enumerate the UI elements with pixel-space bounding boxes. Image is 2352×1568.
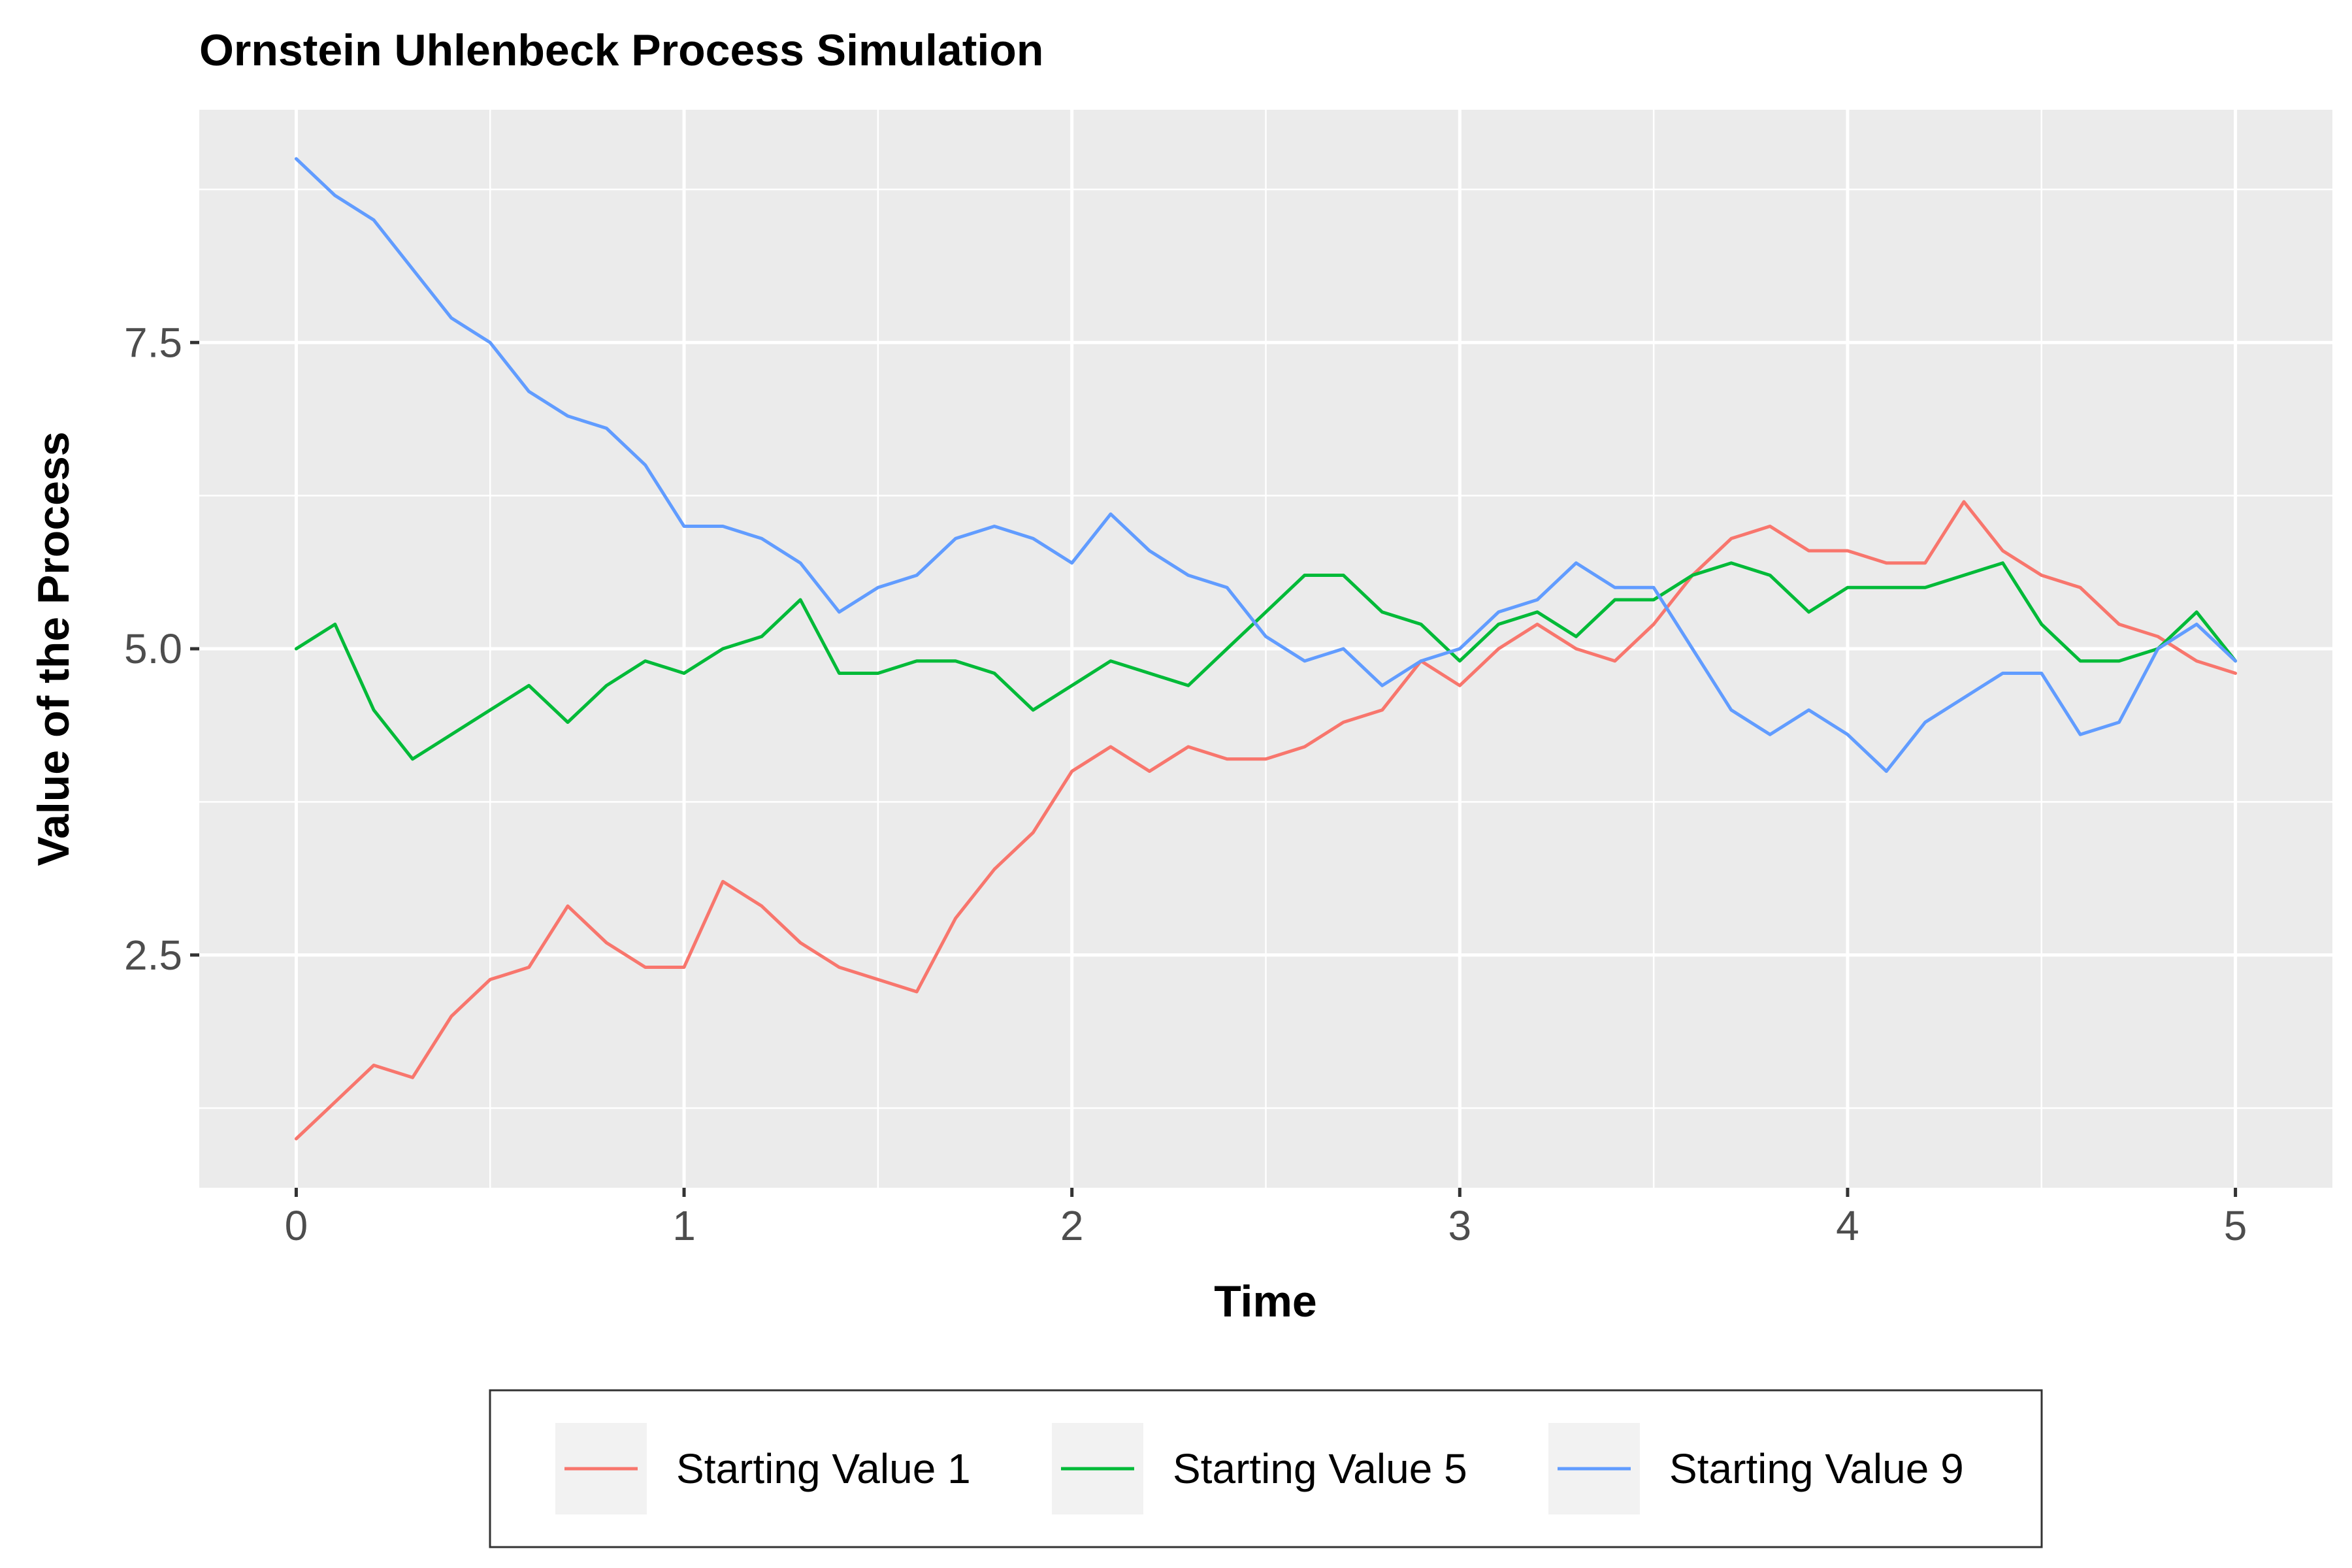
chart-title: Ornstein Uhlenbeck Process Simulation bbox=[199, 25, 1043, 75]
legend-box bbox=[489, 1389, 2043, 1548]
series-line-3 bbox=[294, 157, 2238, 773]
x-tick-label: 1 bbox=[672, 1202, 696, 1249]
axis-ticks bbox=[190, 340, 2238, 1197]
y-tick-label: 5.0 bbox=[124, 625, 182, 672]
x-tick-label: 5 bbox=[2224, 1202, 2247, 1249]
y-tick-label: 7.5 bbox=[124, 319, 182, 366]
legend: Starting Value 1 Starting Value 5 Starting… bbox=[489, 1389, 2043, 1548]
x-tick-label: 0 bbox=[285, 1202, 308, 1249]
x-tick-label: 4 bbox=[1836, 1202, 1859, 1249]
x-tick-label: 2 bbox=[1060, 1202, 1084, 1249]
y-tick-label: 2.5 bbox=[124, 932, 182, 979]
series-line-2 bbox=[294, 561, 2238, 761]
series-lines bbox=[294, 157, 2238, 1141]
legend-label-1: Starting Value 1 bbox=[676, 1445, 971, 1492]
x-axis-title: Time bbox=[1214, 1277, 1316, 1326]
x-tick-label: 3 bbox=[1448, 1202, 1472, 1249]
series-line-1 bbox=[294, 500, 2238, 1141]
y-axis-title: Value of the Process bbox=[29, 431, 78, 866]
legend-label-3: Starting Value 9 bbox=[1669, 1445, 1964, 1492]
tick-labels: 0 1 2 3 4 5 2.5 5.0 7.5 bbox=[124, 319, 2247, 1249]
legend-label-2: Starting Value 5 bbox=[1173, 1445, 1467, 1492]
